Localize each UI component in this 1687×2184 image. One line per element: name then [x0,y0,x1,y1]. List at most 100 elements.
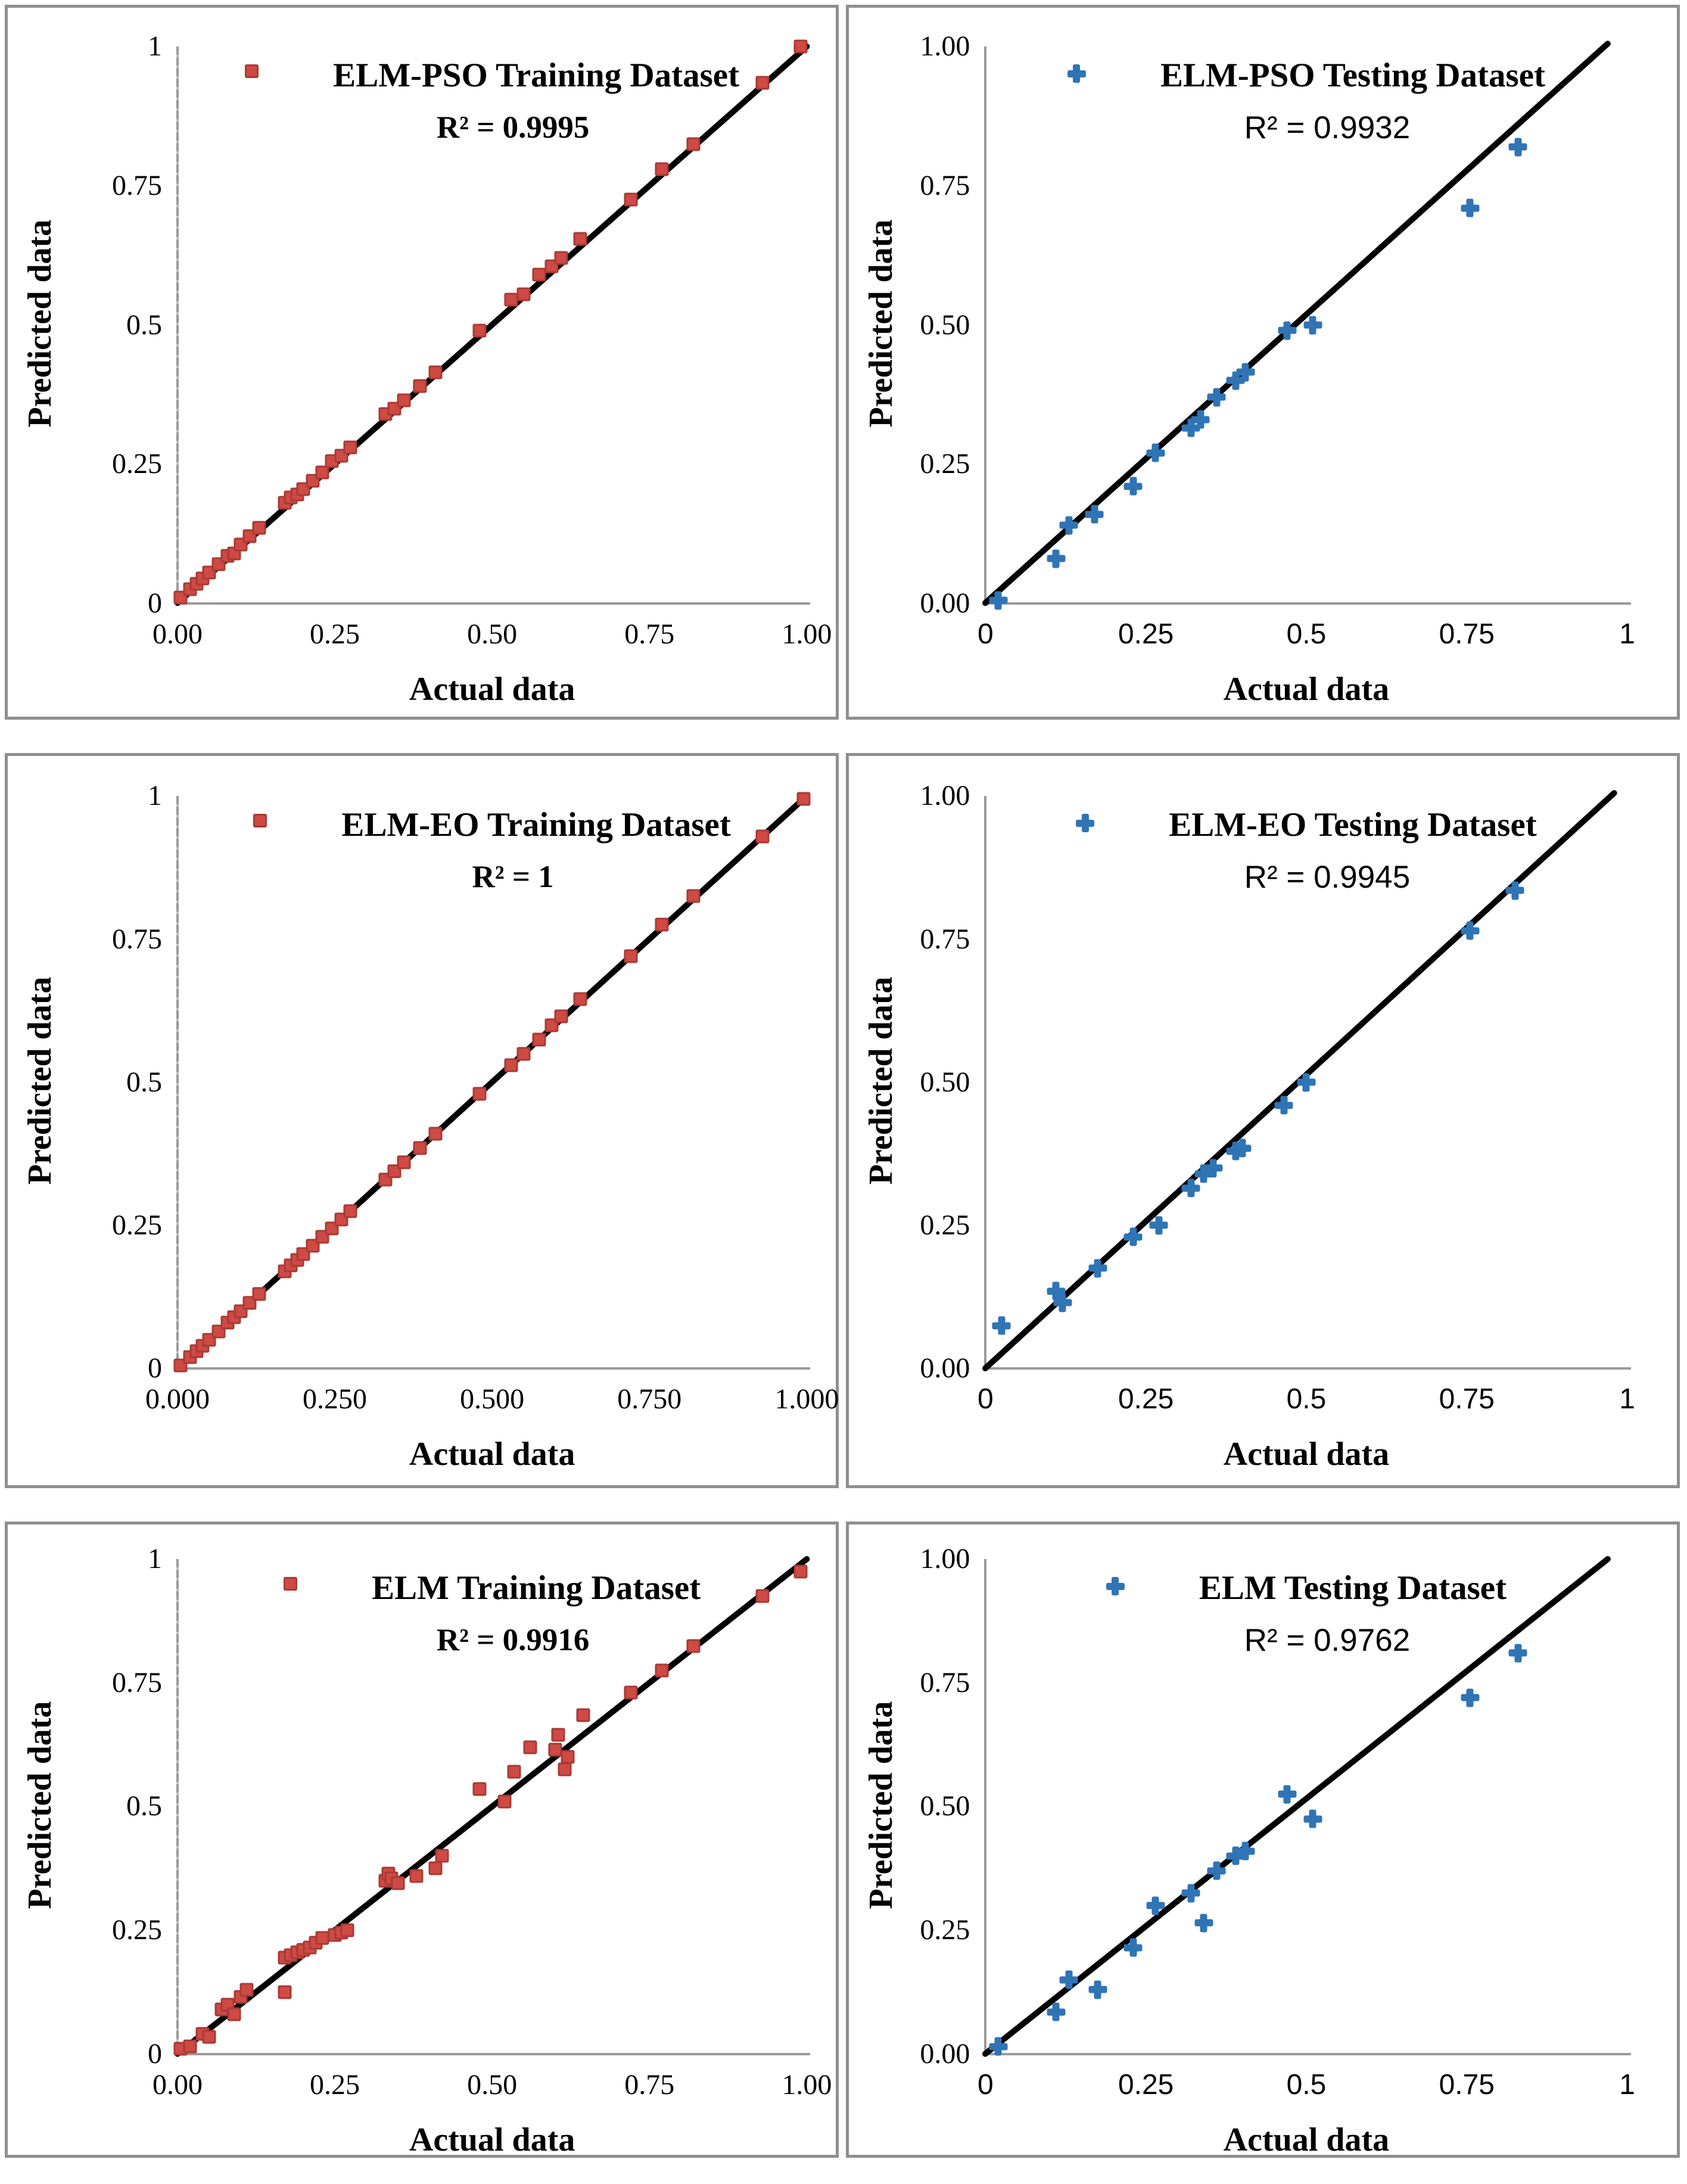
data-point [558,1762,572,1777]
x-tick-label: 0.00 [152,2068,203,2101]
legend-marker-icon [1067,64,1086,86]
data-point [523,1740,537,1754]
data-point [989,2037,1007,2056]
x-tick-label: 0.75 [1439,618,1495,650]
legend: ELM-PSO Training Dataset [178,56,807,95]
data-point [686,889,701,903]
x-axis-line [984,1367,1631,1370]
data-point [655,162,669,176]
trend-line [174,43,810,606]
y-tick-label: 1 [147,780,162,812]
data-point [1047,2003,1065,2021]
data-point [497,1794,512,1809]
x-axis-line [176,602,811,605]
x-tick-label: 0.000 [145,1383,210,1415]
trend-line [174,1556,810,2057]
r2-label: R² = 1 [472,860,554,895]
y-tick-label: 0.75 [920,1666,970,1698]
data-point [624,1685,638,1700]
r2-label: R² = 0.9995 [436,110,590,145]
y-axis-line [176,46,179,603]
x-tick-label: 0.75 [1439,2068,1495,2101]
data-point [532,267,546,282]
data-point [516,287,531,301]
data-point [1146,444,1165,462]
data-point [472,1782,487,1796]
y-tick-label: 0.25 [111,1914,162,1946]
data-point [397,393,411,407]
trend-line [982,1556,1611,2057]
x-tick-label: 1.000 [774,1383,839,1415]
data-point [755,829,770,844]
legend-label: ELM Training Dataset [372,1569,701,1607]
data-point [1509,138,1527,156]
y-axis-title: Predicted data [863,219,899,427]
data-point [239,1983,254,1997]
data-point [183,2039,197,2054]
data-point [315,465,329,480]
data-point [252,1287,266,1301]
data-point [1060,516,1078,534]
data-point [1236,1842,1255,1861]
legend-label: ELM-EO Testing Dataset [1169,806,1537,844]
data-point [1233,1139,1252,1158]
x-tick-label: 0.25 [1118,1383,1174,1415]
data-point [504,293,518,307]
data-point [1461,199,1479,217]
data-point [554,1009,568,1023]
plot-area: ELM Training Dataset R² = 0.9916 Actual … [112,1545,832,2158]
x-tick-label: 1.00 [782,618,832,650]
data-point [1088,1980,1107,1999]
data-point [1088,1259,1107,1277]
y-tick-label: 0.50 [920,1790,970,1822]
x-tick-label: 0.5 [1286,2068,1327,2101]
panel-elm-testing: Predicted data ELM Testing Dataset R² = … [846,1522,1680,2158]
x-axis-line [984,2052,1631,2055]
x-tick-label: 0.50 [467,618,518,650]
plot-area: ELM-EO Testing Dataset R² = 0.9945 Actua… [920,782,1635,1473]
data-point [343,440,357,455]
data-point [202,2030,216,2044]
data-point [1124,477,1143,496]
data-point [1303,1810,1322,1828]
x-tick-label: 1.00 [782,2068,832,2101]
y-tick-label: 0.25 [920,1914,970,1946]
plot-area: ELM-EO Training Dataset R² = 1 Actual da… [112,782,839,1473]
data-point [1509,1644,1527,1662]
x-axis-line [176,1367,811,1370]
data-point [1278,321,1296,340]
data-point [1236,363,1255,381]
y-tick-label: 1 [147,1543,162,1575]
x-axis-title: Actual data [1223,670,1390,708]
y-tick-label: 0.75 [111,923,162,955]
data-point [1275,1096,1293,1115]
data-point [1207,1862,1226,1880]
x-tick-label: 0.25 [310,618,360,650]
y-tick-label: 0.50 [920,1066,970,1098]
x-tick-label: 0.500 [460,1383,525,1415]
data-point [793,1564,808,1579]
x-axis-title: Actual data [409,1436,575,1473]
y-axis-line [984,46,987,603]
legend: ELM-PSO Testing Dataset [985,56,1627,95]
panel-elm-training: Predicted data ELM Training Dataset R² =… [5,1522,839,2158]
x-tick-label: 0 [977,2068,994,2101]
r2-label: R² = 0.9932 [1244,110,1411,146]
figure-grid: Predicted data ELM-PSO Training Dataset … [5,5,1682,2158]
data-point [573,232,587,246]
data-point [1124,1939,1143,1957]
data-point [1506,881,1524,900]
data-point [1150,1216,1168,1234]
data-point [1194,1914,1213,1932]
y-tick-label: 0.25 [920,1209,970,1241]
panel-elm-eo-training: Predicted data ELM-EO Training Dataset R… [5,753,839,1488]
x-tick-label: 0.5 [1286,1383,1327,1415]
data-point [413,1141,427,1155]
data-point [532,1032,546,1047]
data-point [1085,505,1104,524]
x-tick-label: 0.250 [303,1383,368,1415]
legend: ELM-EO Training Dataset [178,805,807,844]
data-point [1191,410,1210,429]
data-point [409,1869,424,1883]
data-point [340,1923,354,1937]
